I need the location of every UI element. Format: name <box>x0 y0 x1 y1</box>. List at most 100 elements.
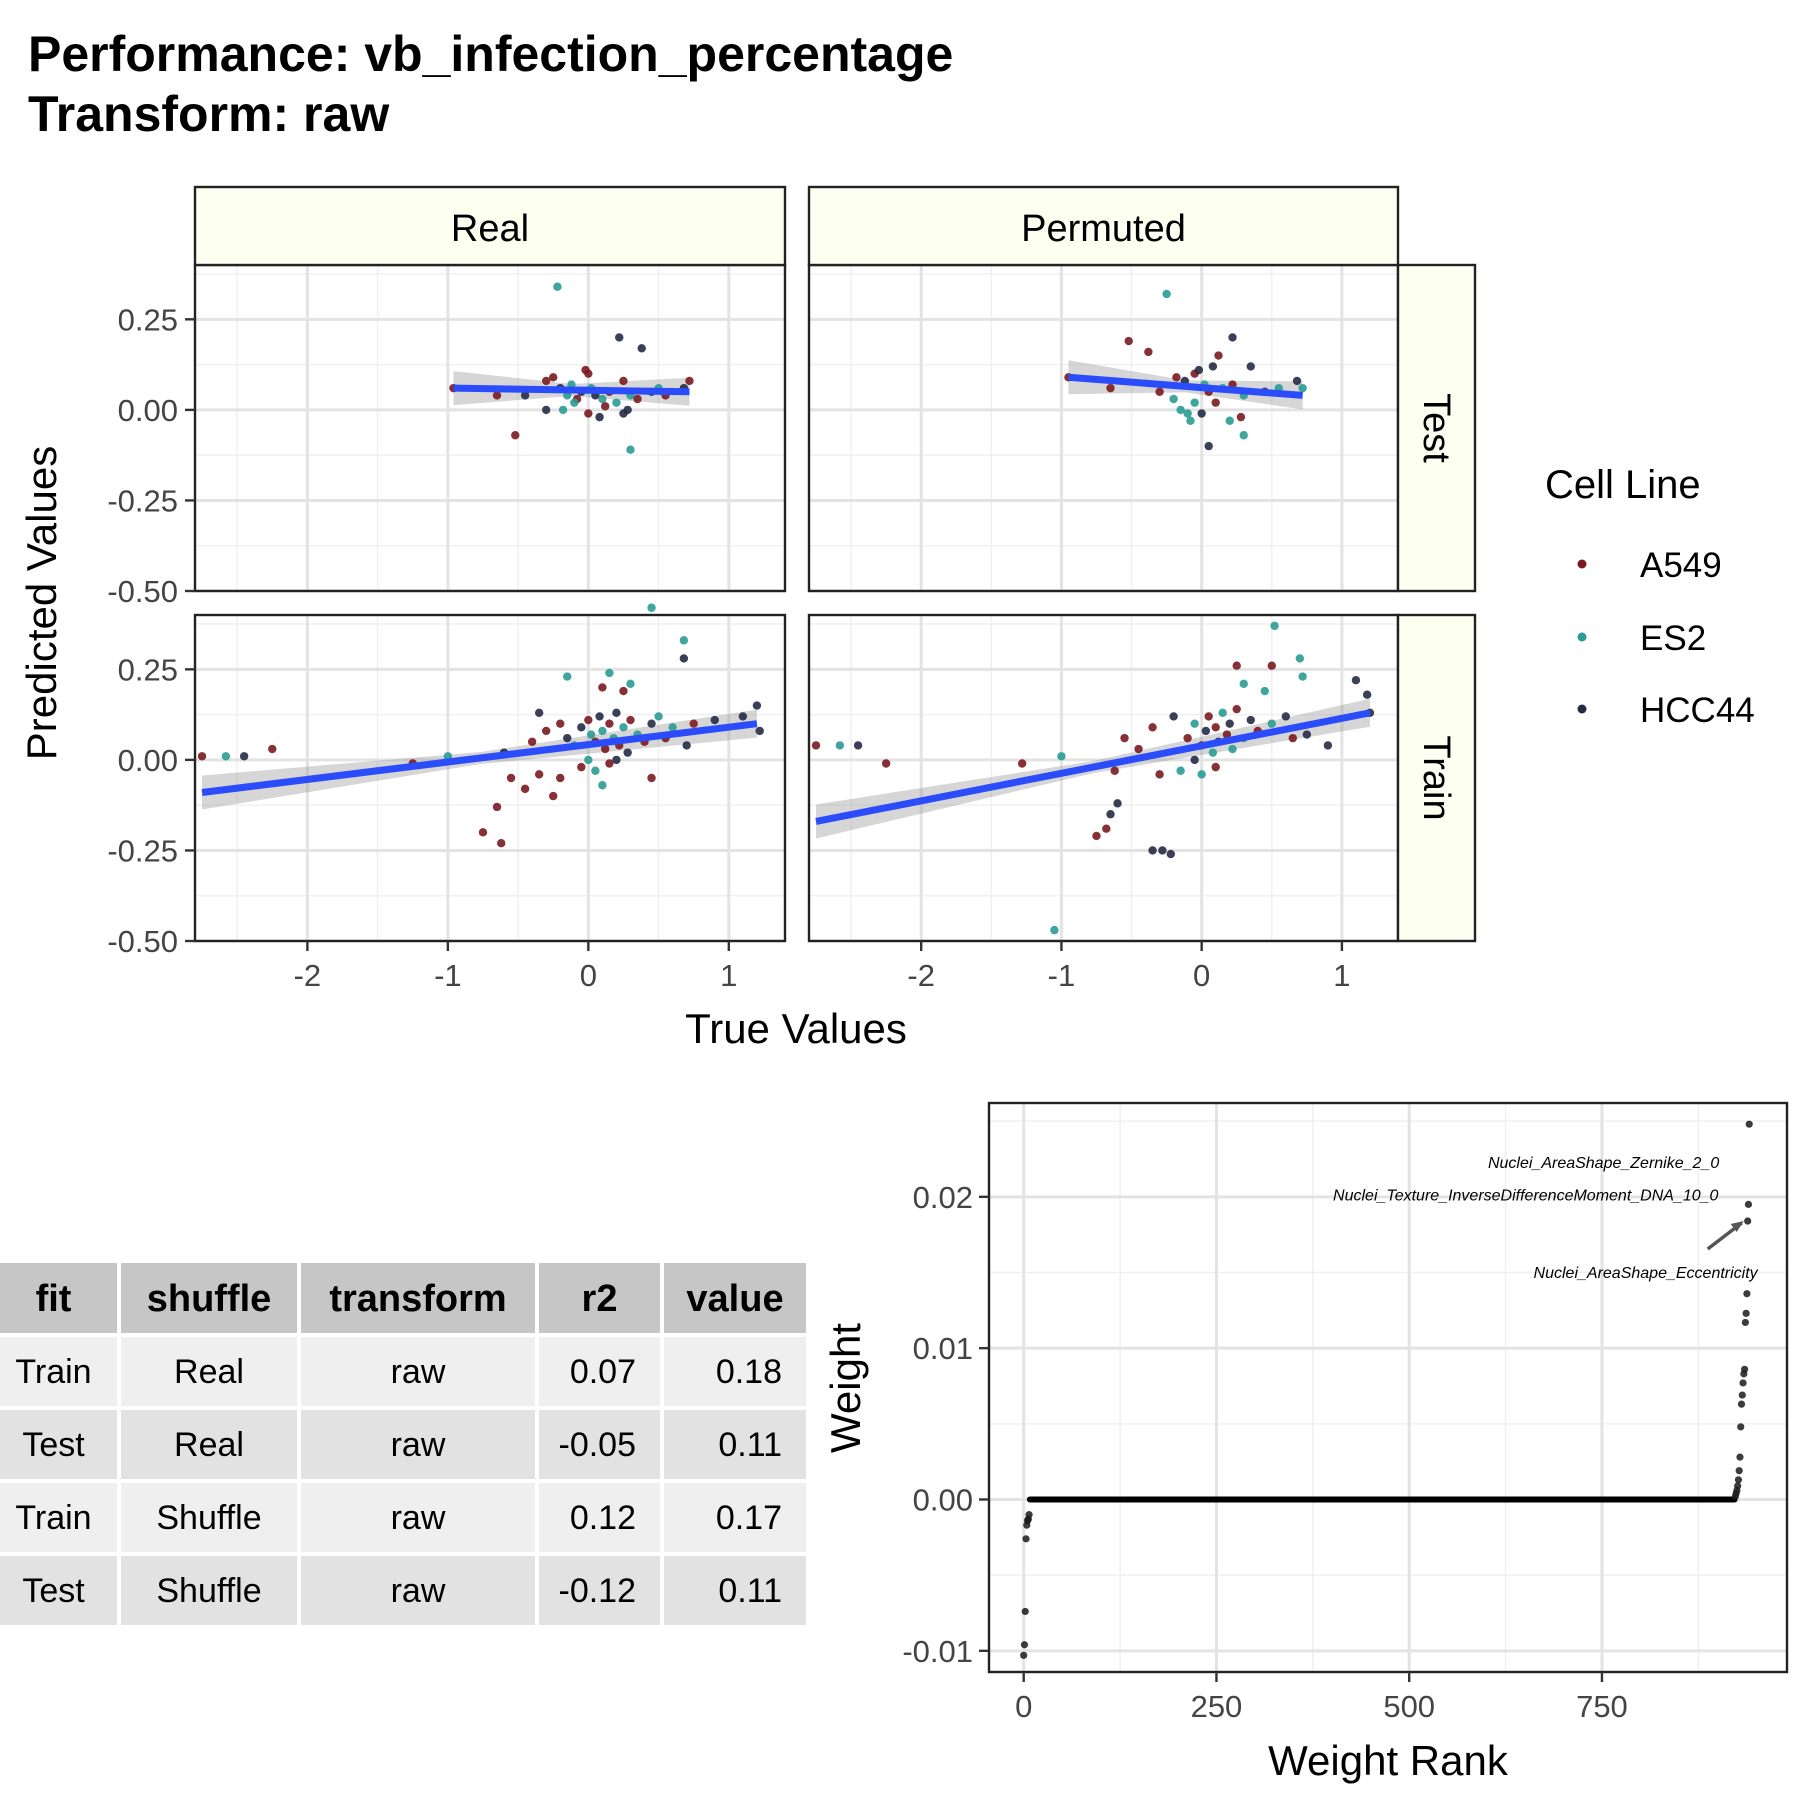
facet-strip-permuted <box>807 185 1400 267</box>
data-point-es2 <box>598 781 607 790</box>
table-cell-value: Train <box>15 1353 91 1391</box>
data-point-a549 <box>1144 347 1153 357</box>
annotation-label: Nuclei_AreaShape_Eccentricity <box>1534 1265 1759 1282</box>
weight-point <box>1737 1400 1746 1408</box>
legend-key-es2 <box>1577 632 1587 642</box>
y-tick-label: -0.01 <box>902 1634 973 1669</box>
data-point-hcc44 <box>563 733 572 743</box>
data-point-a549 <box>619 376 628 386</box>
data-point-es2 <box>612 398 621 407</box>
data-point-es2 <box>1057 752 1066 761</box>
y-tick-label: 0.02 <box>913 1180 973 1215</box>
data-point-hcc44 <box>1197 409 1206 418</box>
data-point-hcc44 <box>1281 712 1291 721</box>
table-cell-value: 0.18 <box>716 1353 782 1391</box>
data-point-es2 <box>835 741 845 750</box>
weight-point <box>1743 1290 1751 1298</box>
table-cell <box>121 1483 297 1552</box>
data-point-hcc44 <box>595 412 604 422</box>
legend-key-a549 <box>1577 559 1587 569</box>
y-tick-label: 0.25 <box>118 302 178 337</box>
table-cell-value: Train <box>15 1499 91 1537</box>
legend-key-hcc44 <box>1577 704 1587 714</box>
panel-background <box>809 615 1398 941</box>
panel-real-test <box>193 263 787 593</box>
y-tick-label: 0.00 <box>118 743 178 778</box>
weight-point <box>1736 1453 1744 1461</box>
data-point-es2 <box>1176 766 1185 775</box>
table-cell <box>301 1556 535 1625</box>
data-point-hcc44 <box>679 654 689 663</box>
panel-border <box>193 613 787 943</box>
y-tick-label: -0.25 <box>107 483 178 518</box>
y-tick-label: -0.50 <box>107 924 178 959</box>
facet-strip-label: Train <box>1415 735 1457 820</box>
data-point-a549 <box>600 744 610 754</box>
trend-line <box>815 709 1371 825</box>
data-point-a549 <box>556 719 565 728</box>
table-header-cell <box>301 1263 535 1333</box>
x-tick-label: -2 <box>907 958 935 993</box>
data-point-es2 <box>1260 686 1269 696</box>
data-point-es2 <box>598 726 607 736</box>
data-point-hcc44 <box>738 712 748 721</box>
data-point-hcc44 <box>755 726 764 736</box>
annotation-label: Nuclei_AreaShape_Zernike_2_0 <box>1488 1155 1719 1172</box>
x-tick-label: 0 <box>1015 1689 1032 1724</box>
x-tick-label: -2 <box>294 958 322 993</box>
data-point-es2 <box>553 282 562 291</box>
table-cell-value: 0.12 <box>570 1499 636 1537</box>
facet-strip-train <box>1396 613 1477 943</box>
data-point-a549 <box>1232 704 1241 714</box>
table-header-label: fit <box>36 1278 72 1320</box>
figure-title-line1: Performance: vb_infection_percentage <box>28 26 953 82</box>
y-tick-label: -0.50 <box>107 574 178 609</box>
table-cell-value: Test <box>22 1426 85 1464</box>
data-point-a549 <box>549 791 558 801</box>
data-point-hcc44 <box>1362 690 1372 699</box>
data-point-es2 <box>605 668 614 678</box>
data-point-a549 <box>1134 744 1143 754</box>
weight-point <box>1022 1535 1030 1543</box>
weight-point <box>1741 1318 1749 1327</box>
data-point-es2 <box>626 679 635 689</box>
trend-line <box>1068 373 1303 399</box>
panel-background <box>195 265 785 591</box>
data-point-es2 <box>563 672 572 681</box>
table-cell <box>301 1483 535 1552</box>
weight-point <box>1735 1467 1743 1475</box>
data-point-hcc44 <box>1323 741 1333 750</box>
data-point-es2 <box>1183 409 1192 418</box>
data-point-hcc44 <box>520 391 530 400</box>
data-point-hcc44 <box>577 723 586 732</box>
data-point-a549 <box>511 431 520 440</box>
weight-point <box>1738 1391 1746 1399</box>
data-point-a549 <box>689 719 698 728</box>
x-tick-label: 1 <box>1333 958 1350 993</box>
table-row: Test Shuffle raw -0.12 0.11 <box>0 1556 806 1625</box>
table-cell-value: 0.17 <box>716 1499 782 1537</box>
data-point-a549 <box>584 369 593 378</box>
data-point-es2 <box>1239 431 1248 440</box>
data-point-a549 <box>619 686 628 696</box>
data-point-a549 <box>1214 351 1223 360</box>
data-point-a549 <box>520 784 530 794</box>
data-point-es2 <box>1270 621 1279 631</box>
trend-line <box>453 384 690 396</box>
data-point-a549 <box>506 773 516 783</box>
panel-permuted-test <box>807 263 1400 593</box>
data-point-es2 <box>1295 654 1305 663</box>
facet-strip-label: Permuted <box>1021 208 1186 250</box>
table-cell <box>0 1556 117 1625</box>
facet-scatter-chart: Real Permuted Test Train 0.25 0.00 -0.25 -0.50 0… <box>18 185 1477 1052</box>
data-point-hcc44 <box>1351 676 1361 685</box>
data-point-hcc44 <box>682 741 691 750</box>
data-point-a549 <box>598 683 607 692</box>
table-header-label: value <box>686 1278 783 1320</box>
facet-strip-label: Real <box>451 208 529 250</box>
data-point-a549 <box>577 762 586 772</box>
x-axis-title: Weight Rank <box>1268 1737 1509 1784</box>
table-header-cell <box>539 1263 660 1333</box>
data-point-a549 <box>197 752 207 761</box>
